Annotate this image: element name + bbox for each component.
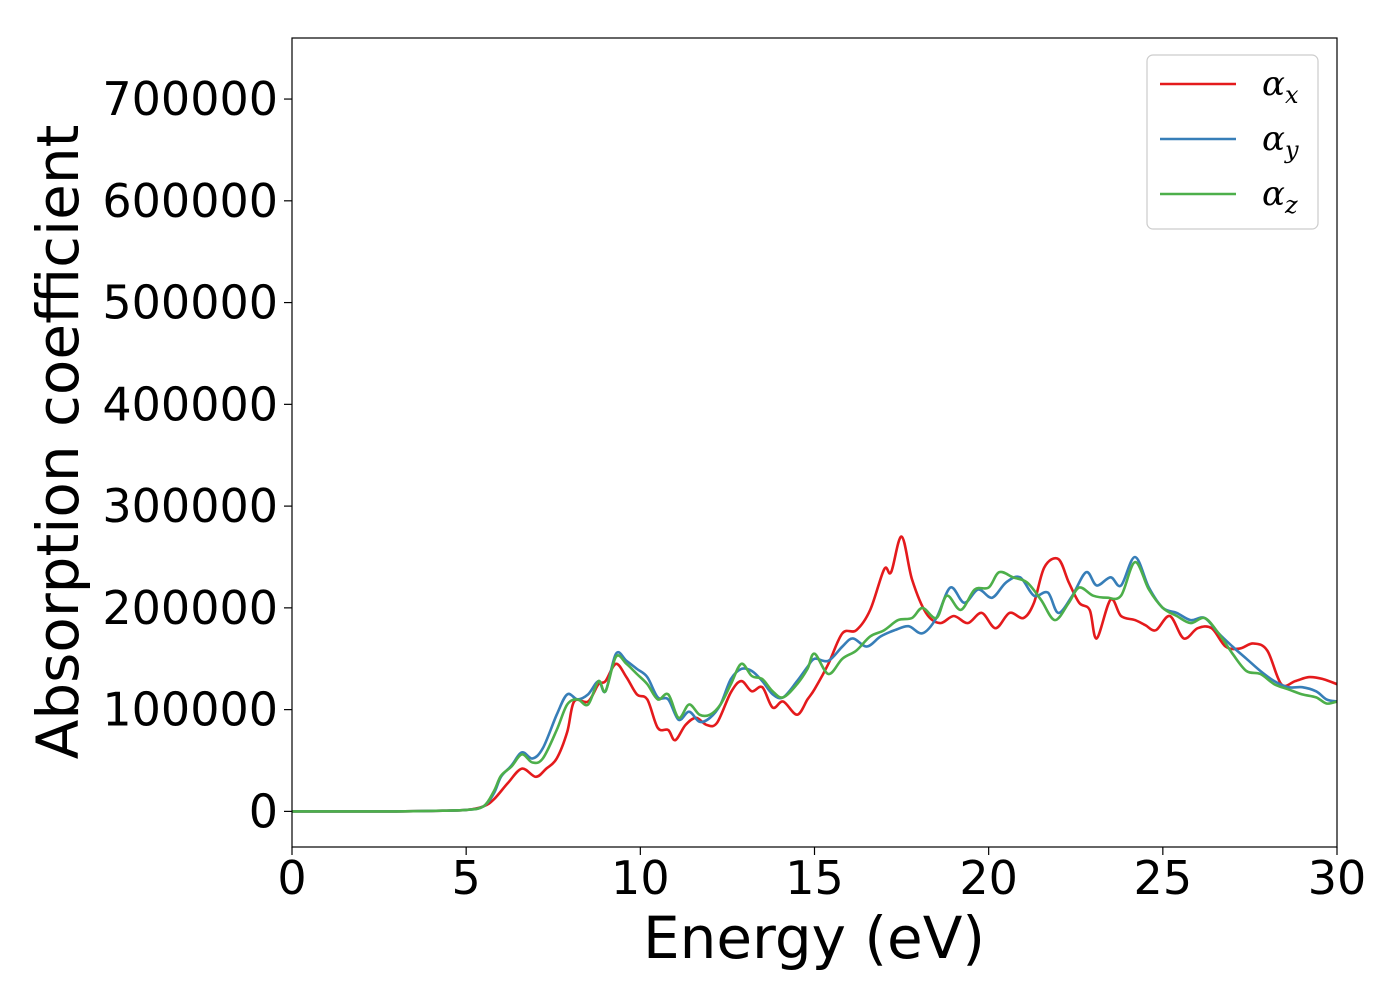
x-tick-label: 10	[611, 851, 670, 905]
legend-label-x: αx	[1262, 64, 1299, 109]
x-tick-label: 0	[277, 851, 306, 905]
x-tick-label: 25	[1134, 851, 1193, 905]
y-tick-label: 500000	[102, 276, 278, 330]
legend: αx αy αz	[1146, 54, 1319, 230]
legend-label-z: αz	[1262, 174, 1298, 219]
y-tick-label: 200000	[102, 581, 278, 635]
y-axis-label: Absorption coefficient	[24, 125, 92, 760]
series-layer	[292, 535, 1337, 813]
x-tick-label: 20	[959, 851, 1018, 905]
y-tick-label: 300000	[102, 479, 278, 533]
y-tick-label: 600000	[102, 174, 278, 228]
y-axis-ticks: 0 100000 200000 300000 400000 500000 600000 700…	[102, 72, 292, 838]
y-tick-label: 100000	[102, 683, 278, 737]
x-tick-label: 15	[785, 851, 844, 905]
x-axis-label: Energy (eV)	[643, 904, 985, 972]
y-tick-label: 0	[249, 784, 278, 838]
series-line-x	[292, 535, 1337, 813]
legend-label-y: αy	[1262, 119, 1299, 164]
series-line-z	[292, 560, 1337, 813]
legend-box	[1146, 54, 1319, 230]
x-axis-ticks: 0 5 10 15 20 25 30	[277, 847, 1366, 905]
y-tick-label: 700000	[102, 72, 278, 126]
y-tick-label: 400000	[102, 377, 278, 431]
x-tick-label: 30	[1308, 851, 1367, 905]
x-tick-label: 5	[452, 851, 481, 905]
